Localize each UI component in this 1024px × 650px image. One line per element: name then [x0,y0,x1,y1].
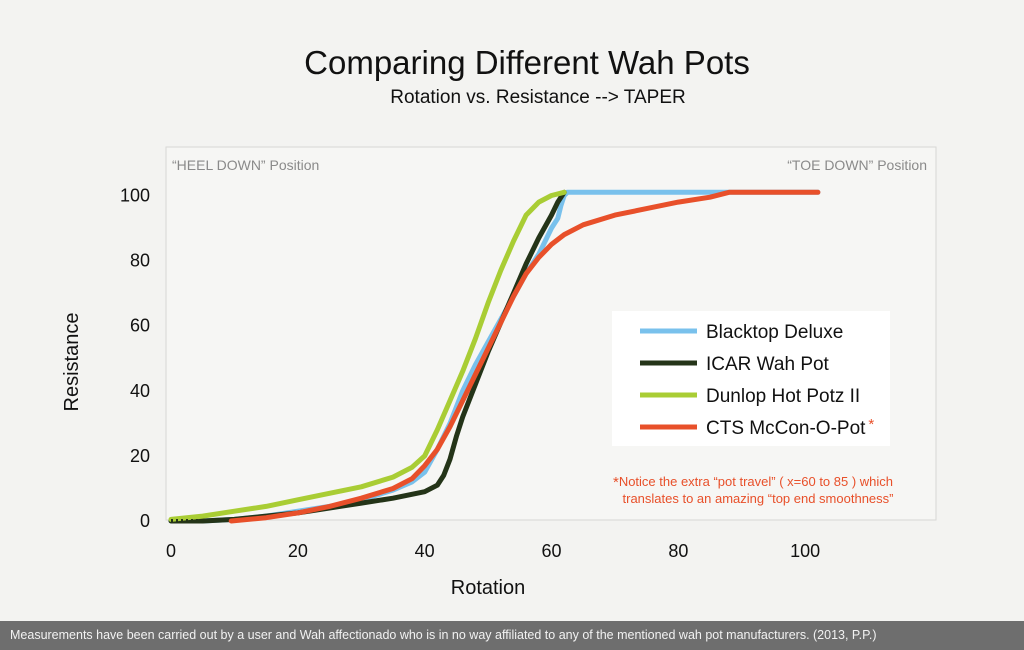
x-axis-label: Rotation [451,577,526,599]
x-tick-label: 80 [668,541,688,561]
annotation-asterisk: * [613,474,619,491]
y-axis-ticks: 0 20 40 60 80 100 [120,186,150,531]
legend-label-cts: CTS McCon-O-Pot * [706,416,874,439]
toe-down-label: “TOE DOWN” Position [787,157,927,173]
x-axis-ticks: 0 20 40 60 80 100 [166,541,820,561]
footer-note: Measurements have been carried out by a … [0,621,1024,650]
x-tick-label: 20 [288,541,308,561]
x-tick-label: 40 [415,541,435,561]
x-tick-label: 60 [541,541,561,561]
y-axis-label: Resistance [61,313,83,412]
y-tick-label: 20 [130,446,150,466]
series-line-cts-mccon-o-pot [228,189,821,524]
wah-pot-chart: Comparing Different Wah Pots Rotation vs… [61,44,937,599]
chart-subtitle: Rotation vs. Resistance --> TAPER [390,87,686,108]
y-tick-label: 40 [130,381,150,401]
legend-label-cts-name: CTS McCon-O-Pot [706,418,866,439]
x-tick-label: 0 [166,541,176,561]
y-tick-label: 0 [140,511,150,531]
legend-label-dunlop: Dunlop Hot Potz II [706,386,860,407]
series-line-dunlop-hot-potz-ii [168,189,567,522]
x-tick-label: 100 [790,541,820,561]
annotation-text-1: Notice the extra “pot travel” ( x=60 to … [619,474,893,489]
annotation: *Notice the extra “pot travel” ( x=60 to… [613,474,894,506]
annotation-line-1: *Notice the extra “pot travel” ( x=60 to… [613,474,893,491]
y-tick-label: 60 [130,316,150,336]
legend-label-icar: ICAR Wah Pot [706,354,830,375]
series-lines [168,189,821,524]
legend: Blacktop Deluxe ICAR Wah Pot Dunlop Hot … [612,311,890,446]
y-tick-label: 100 [120,186,150,206]
y-tick-label: 80 [130,251,150,271]
chart-title: Comparing Different Wah Pots [304,44,750,81]
legend-label-blacktop: Blacktop Deluxe [706,322,843,343]
annotation-line-2: translates to an amazing “top end smooth… [623,491,894,506]
heel-down-label: “HEEL DOWN” Position [172,157,319,173]
legend-asterisk: * [868,416,874,433]
